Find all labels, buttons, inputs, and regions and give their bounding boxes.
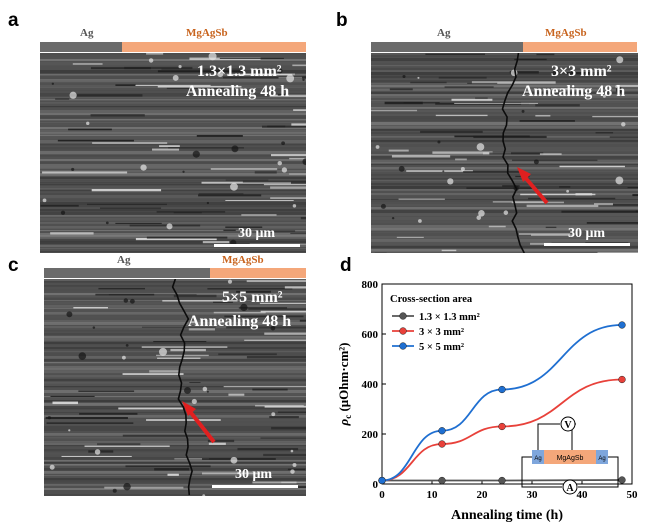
legend-swatch-marker [399,327,407,335]
legend-entry: 3 × 3 mm² [419,327,464,338]
ag-label-b: Ag [437,27,451,39]
panel-label-b: b [336,10,348,31]
data-point [438,427,446,435]
data-point [498,476,506,485]
mgagsb-sample [544,450,596,464]
legend-swatch-marker [399,312,407,320]
sample-label: MgAgSb [557,455,584,462]
panel-label-a: a [8,10,19,31]
scale-bar-b [544,243,630,246]
contact-label-right: Ag [598,456,605,462]
data-point [438,440,446,448]
area-text-a: 1.3×1.3 mm² [197,63,282,80]
scale-text-b: 30 μm [568,226,606,241]
y-axis-label: ρc (μOhm·cm²) [336,343,353,427]
ammeter-icon [562,479,578,495]
ag-bar-c [44,268,210,278]
mgagsb-bar-c [210,268,306,278]
x-tick-label: 0 [379,489,385,501]
y-tick-label: 0 [373,479,379,491]
resistivity-chart: 0 10 20 30 40 50 0 200 400 600 800 Annealing time (… [336,279,639,523]
mgagsb-label-b: MgAgSb [545,27,587,39]
ag-label-a: Ag [80,27,94,39]
data-point [618,476,626,484]
mgagsb-bar-a [122,42,306,52]
legend-swatch-marker [399,342,407,350]
voltmeter-wire-left [537,423,560,450]
mgagsb-bar-b [523,42,637,52]
x-tick-label: 10 [427,489,439,501]
data-point [618,321,626,329]
anneal-text-c: Annealing 48 h [188,313,292,330]
voltmeter-icon [560,416,576,432]
data-point [438,476,446,485]
contact-label-left: Ag [534,456,541,462]
ag-contact-right [596,450,608,464]
area-text-b: 3×3 mm² [551,63,612,80]
scale-bar-a [214,244,300,247]
ammeter-label: A [566,483,574,494]
legend-entry: 1.3 × 1.3 mm² [419,312,480,323]
data-point [378,476,386,485]
scale-text-c: 30 μm [235,467,273,482]
anneal-text-a: Annealing 48 h [186,83,290,100]
ammeter-wire-left [521,456,562,488]
mgagsb-label-a: MgAgSb [186,27,228,39]
circuit-inset: MgAgSb Ag Ag V A [521,416,619,495]
arrow-b [517,167,549,205]
x-tick-label: 30 [527,489,539,501]
sem-image-c [44,279,306,496]
sem-image-a [40,53,306,253]
x-axis-label: Annealing time (h) [451,508,563,523]
legend-entry: 5 × 5 mm² [419,342,464,353]
scale-bar-c [212,485,298,488]
ammeter-wire-right [578,456,619,488]
ag-label-c: Ag [117,254,131,266]
ag-bar-a [40,42,122,52]
panel-label-c: c [8,255,19,276]
x-tick-label: 40 [577,489,589,501]
anneal-text-b: Annealing 48 h [522,83,626,100]
mgagsb-label-c: MgAgSb [222,254,264,266]
series-line-1 [381,378,623,482]
sem-image-b [371,53,638,253]
y-tick-label: 200 [362,429,379,441]
ag-bar-b [371,42,523,52]
legend-title: Cross-section area [390,294,473,305]
area-text-c: 5×5 mm² [222,289,283,306]
data-point [498,385,506,394]
arrow-c [182,401,216,444]
series-line-2 [381,324,623,482]
x-tick-label: 20 [477,489,489,501]
ag-contact-left [532,450,544,464]
y-tick-label: 800 [362,279,379,291]
y-tick-label: 400 [362,379,379,391]
scale-text-a: 30 μm [238,226,276,241]
data-point [618,375,626,384]
voltmeter-label: V [564,420,572,431]
panel-label-d: d [340,255,352,276]
data-point [498,422,506,431]
x-tick-label: 50 [627,489,639,501]
y-tick-label: 600 [362,329,379,341]
